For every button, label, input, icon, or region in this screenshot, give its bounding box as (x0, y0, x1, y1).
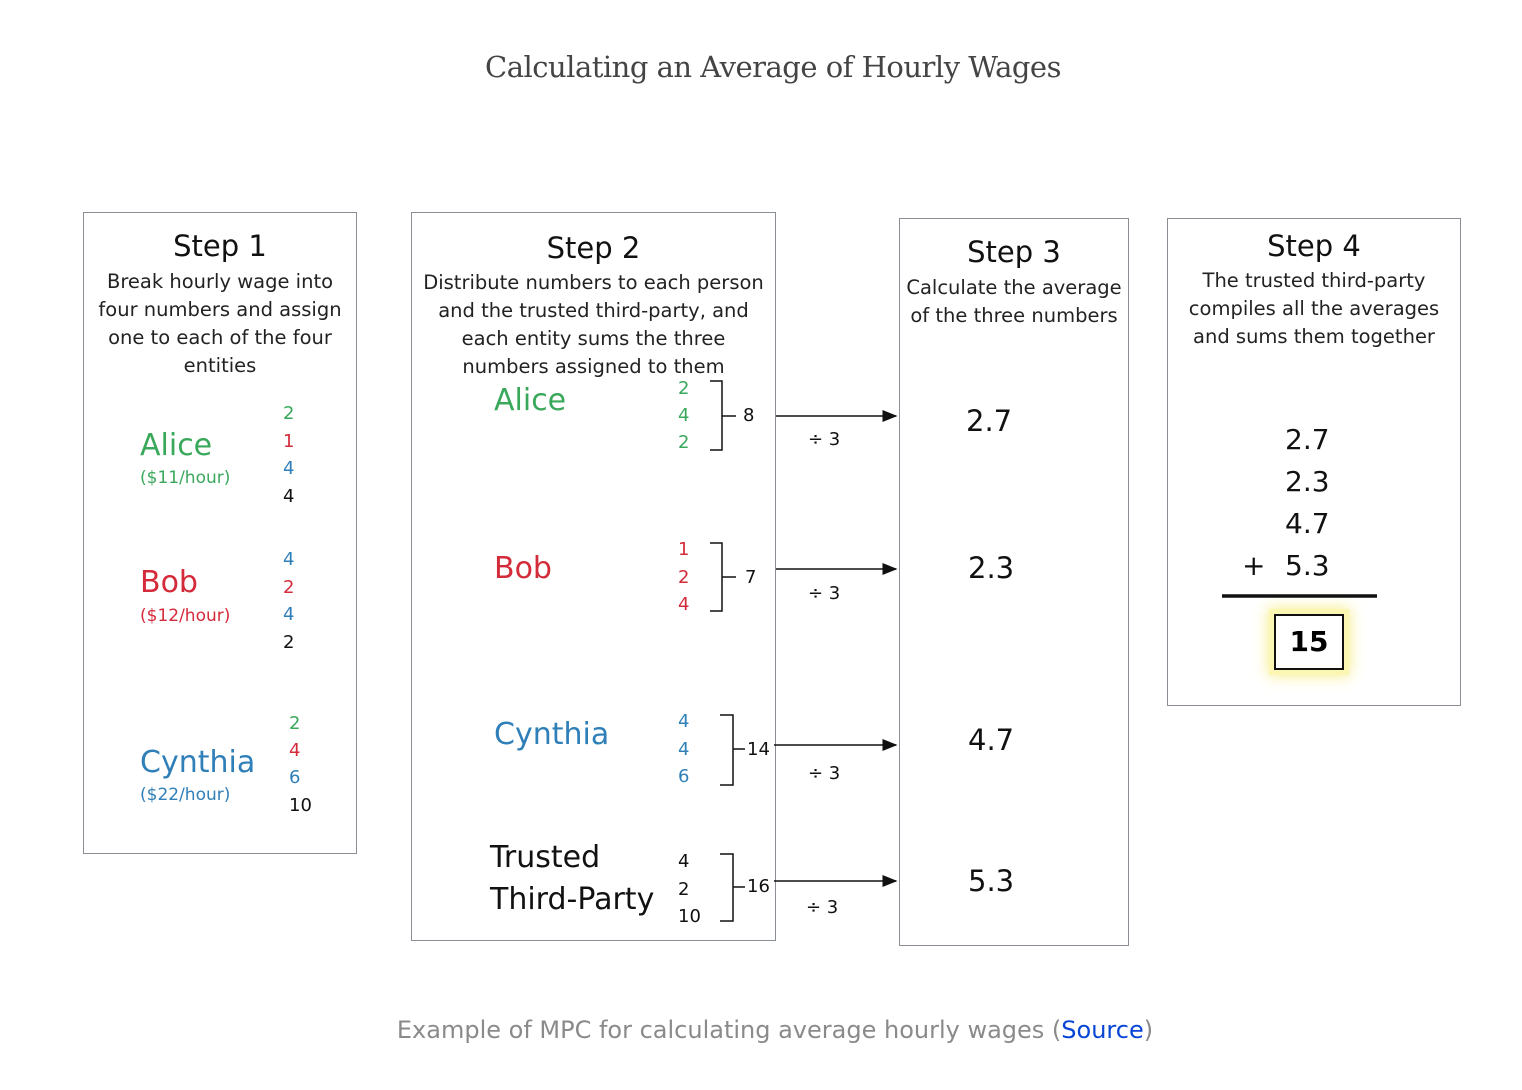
step1-description: Break hourly wage into four numbers and … (98, 270, 342, 377)
step3-heading: Step 3 (967, 235, 1061, 269)
step2-alice-num-1: 2 (678, 378, 690, 399)
step2-third-party-num-2: 2 (678, 879, 690, 900)
step3-description: Calculate the average of the three numbe… (906, 276, 1122, 327)
step1-bob-share-2: 2 (283, 577, 295, 598)
step4-addend-4: 5.3 (1285, 549, 1330, 582)
step3-average-bob: 2.3 (968, 551, 1015, 585)
step1-alice-share-3: 4 (283, 458, 295, 479)
diagram-title: Calculating an Average of Hourly Wages (485, 50, 1061, 84)
bracket-alice (710, 380, 736, 451)
step2-cynthia-name: Cynthia (494, 717, 610, 752)
step2-heading: Step 2 (546, 231, 641, 265)
step4-addend-3: 4.7 (1285, 507, 1330, 540)
step2-alice-name: Alice (494, 383, 567, 418)
step2-cynthia-sum: 14 (747, 739, 770, 760)
step2-cynthia-num-2: 4 (678, 739, 690, 760)
step2-bob-num-1: 1 (678, 539, 690, 560)
step2-alice-num-2: 4 (678, 405, 690, 426)
source-link[interactable]: Source (1061, 1016, 1144, 1044)
step1-bob-share-4: 2 (283, 632, 295, 653)
step2-bob-divide: ÷ 3 (808, 583, 841, 604)
step1-cynthia-name: Cynthia (140, 745, 256, 780)
step1-bob-rate: ($12/hour) (140, 606, 231, 626)
step1-alice-share-1: 2 (283, 403, 295, 424)
step1-alice-share-4: 4 (283, 486, 295, 507)
step4-addend-1: 2.7 (1285, 423, 1330, 456)
step2-box: Step 2 Distribute numbers to each person… (411, 212, 776, 941)
step3-average-cynthia: 4.7 (968, 723, 1015, 757)
step1-alice-name: Alice (140, 428, 213, 463)
step2-bob-num-3: 4 (678, 594, 690, 615)
step2-third-party-num-3: 10 (678, 906, 701, 927)
step1-alice-rate: ($11/hour) (140, 468, 231, 488)
step2-cynthia-num-1: 4 (678, 711, 690, 732)
step1-cynthia-rate: ($22/hour) (140, 785, 231, 805)
step4-addend-2: 2.3 (1285, 465, 1330, 498)
step2-bob-name: Bob (494, 551, 552, 586)
step1-cynthia-share-4: 10 (289, 795, 312, 816)
step3-average-alice: 2.7 (966, 404, 1013, 438)
step3-box: Step 3 Calculate the average of the thre… (899, 218, 1129, 946)
step2-alice-divide: ÷ 3 (808, 429, 841, 450)
step1-heading: Step 1 (173, 229, 267, 263)
step4-result: 15 (1274, 614, 1344, 670)
step2-third-party-divide: ÷ 3 (806, 897, 839, 918)
step4-description: The trusted third-party compiles all the… (1188, 269, 1440, 348)
step2-bob-num-2: 2 (678, 567, 690, 588)
step2-description: Distribute numbers to each person and th… (423, 271, 764, 378)
step1-bob-name: Bob (140, 565, 198, 600)
step1-cynthia-share-3: 6 (289, 767, 301, 788)
step4-plus-sign: + (1242, 549, 1266, 582)
bracket-bob (710, 542, 736, 612)
step1-cynthia-share-1: 2 (289, 713, 301, 734)
step1-bob-share-1: 4 (283, 549, 295, 570)
step2-bob-sum: 7 (745, 567, 757, 588)
step4-heading: Step 4 (1267, 229, 1361, 263)
step2-alice-sum: 8 (743, 405, 755, 426)
step1-alice-share-2: 1 (283, 431, 295, 452)
step2-cynthia-num-3: 6 (678, 766, 690, 787)
step1-cynthia-share-2: 4 (289, 740, 301, 761)
bracket-third-party (720, 853, 745, 922)
step2-cynthia-divide: ÷ 3 (808, 763, 841, 784)
step2-third-party-num-1: 4 (678, 851, 690, 872)
step1-box: Step 1 Break hourly wage into four numbe… (83, 212, 357, 854)
step2-third-party-name-line2: Third-Party (490, 882, 655, 917)
figure-caption: Example of MPC for calculating average h… (396, 1016, 1154, 1044)
step2-alice-num-3: 2 (678, 432, 690, 453)
step2-third-party-name-line1: Trusted (490, 840, 601, 875)
step3-average-third-party: 5.3 (968, 864, 1015, 898)
step2-third-party-sum: 16 (747, 876, 770, 897)
step1-bob-share-3: 4 (283, 604, 295, 625)
bracket-cynthia (720, 714, 745, 786)
